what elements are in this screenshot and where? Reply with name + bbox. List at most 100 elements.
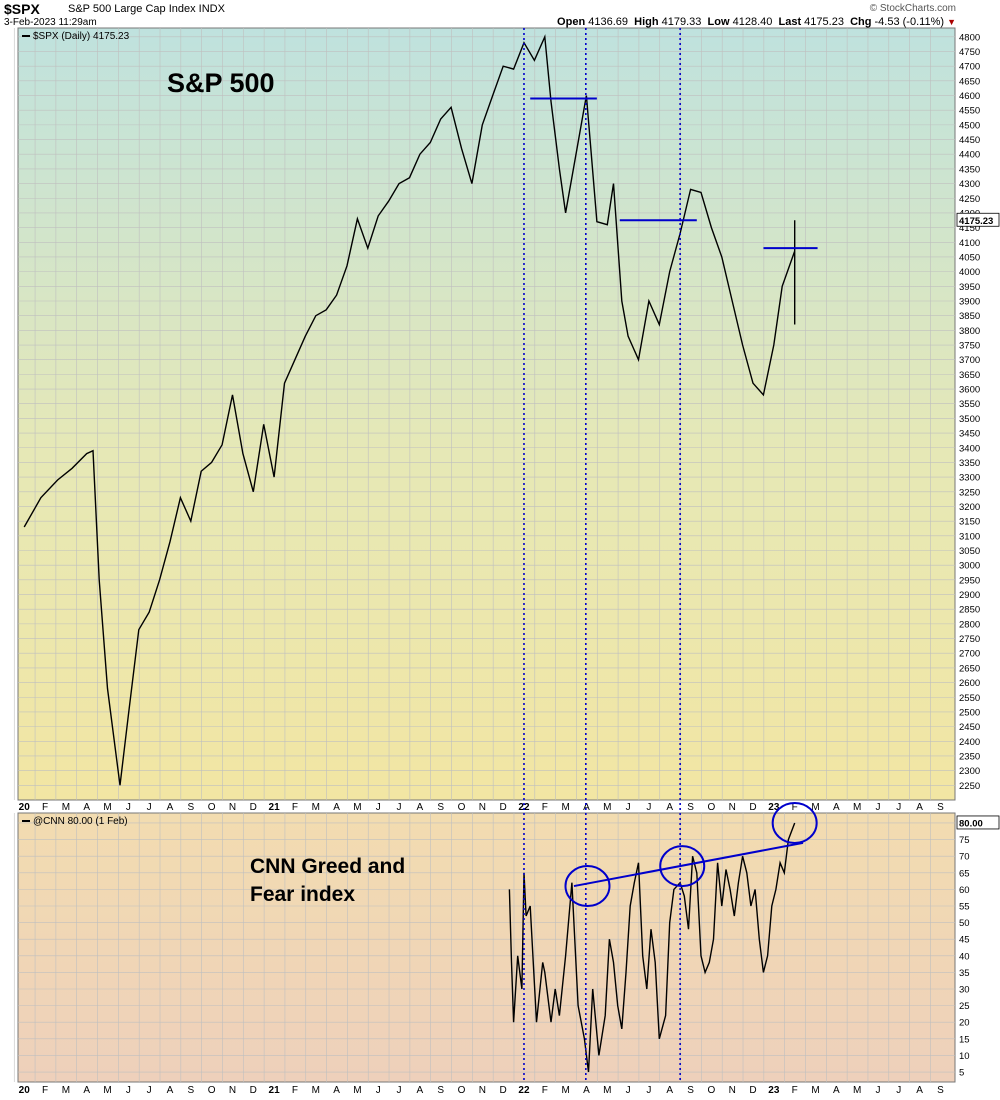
- x-tick-label: M: [561, 802, 569, 813]
- x-tick-label: O: [208, 802, 216, 813]
- highlight-circle: [564, 865, 611, 908]
- x-tick-label: 21: [269, 802, 281, 813]
- series-line: [508, 822, 796, 1073]
- y-tick-label: 2450: [959, 722, 980, 733]
- symbol-name: S&P 500 Large Cap Index INDX: [68, 3, 225, 15]
- down-arrow-icon: ▼: [947, 17, 956, 27]
- y-tick-label: 3000: [959, 561, 980, 572]
- y-tick-label: 3450: [959, 429, 980, 440]
- x-tick-label: F: [542, 1085, 548, 1096]
- x-tick-label: A: [833, 802, 840, 813]
- x-tick-label: A: [583, 802, 590, 813]
- y-tick-label: 45: [959, 935, 970, 946]
- x-tick-label: S: [687, 802, 694, 813]
- last-value: 4175.23: [804, 16, 844, 28]
- y-tick-label: 4550: [959, 106, 980, 117]
- x-tick-label: F: [42, 1085, 48, 1096]
- x-tick-label: M: [62, 802, 70, 813]
- y-tick-label: 2600: [959, 678, 980, 689]
- y-tick-label: 15: [959, 1034, 970, 1045]
- last-value-badge: [956, 212, 1000, 227]
- y-tick-label: 50: [959, 918, 970, 929]
- y-tick-label: 4650: [959, 76, 980, 87]
- x-tick-label: J: [626, 1085, 631, 1096]
- y-tick-label: 2950: [959, 575, 980, 586]
- x-tick-label: S: [937, 802, 944, 813]
- y-tick-label: 3600: [959, 385, 980, 396]
- x-tick-label: A: [333, 802, 340, 813]
- x-tick-label: M: [312, 1085, 320, 1096]
- y-tick-label: 4400: [959, 150, 980, 161]
- x-tick-label: 21: [269, 1085, 281, 1096]
- x-tick-label: S: [687, 1085, 694, 1096]
- x-tick-label: J: [376, 802, 381, 813]
- brand-label: © StockCharts.com: [869, 3, 956, 14]
- x-tick-label: D: [500, 802, 507, 813]
- y-tick-label: 2350: [959, 751, 980, 762]
- x-tick-label: A: [916, 1085, 923, 1096]
- x-tick-label: F: [792, 1085, 798, 1096]
- x-tick-label: M: [811, 802, 819, 813]
- y-tick-label: 3300: [959, 473, 980, 484]
- x-tick-label: M: [62, 1085, 70, 1096]
- y-tick-label: 3750: [959, 341, 980, 352]
- x-tick-label: F: [42, 802, 48, 813]
- x-tick-label: M: [603, 802, 611, 813]
- last-value-badge: [956, 815, 1000, 830]
- x-tick-label: O: [707, 1085, 715, 1096]
- y-tick-label: 30: [959, 985, 970, 996]
- y-tick-label: 3900: [959, 296, 980, 307]
- low-value: 4128.40: [732, 16, 773, 28]
- y-tick-label: 4600: [959, 91, 980, 102]
- x-tick-label: M: [312, 802, 320, 813]
- x-tick-label: A: [916, 802, 923, 813]
- chart-header: $SPX S&P 500 Large Cap Index INDX 3-Feb-…: [0, 0, 1000, 28]
- x-tick-label: J: [626, 802, 631, 813]
- y-tick-label: 3100: [959, 531, 980, 542]
- x-tick-label: J: [646, 802, 651, 813]
- x-tick-label: A: [417, 802, 424, 813]
- x-tick-label: J: [147, 1085, 152, 1096]
- y-tick-label: 35: [959, 968, 970, 979]
- x-tick-label: O: [707, 802, 715, 813]
- x-tick-label: A: [583, 1085, 590, 1096]
- legend-label: $SPX (Daily) 4175.23: [33, 31, 130, 42]
- x-tick-label: J: [646, 1085, 651, 1096]
- y-tick-label: 60: [959, 885, 970, 896]
- y-tick-label: 4700: [959, 62, 980, 73]
- open-value: 4136.69: [588, 16, 628, 28]
- x-tick-label: S: [937, 1085, 944, 1096]
- x-tick-label: M: [603, 1085, 611, 1096]
- x-tick-label: 23: [768, 1085, 780, 1096]
- y-tick-label: 2700: [959, 649, 980, 660]
- x-tick-label: A: [417, 1085, 424, 1096]
- plot-area: [17, 812, 956, 1083]
- x-tick-label: A: [666, 802, 673, 813]
- y-tick-label: 75: [959, 835, 970, 846]
- y-tick-label: 4800: [959, 32, 980, 43]
- x-tick-label: M: [811, 1085, 819, 1096]
- chg-value: -4.53 (-0.11%): [874, 16, 945, 28]
- cnn-panel: 510152025303540455055606570758020FMAMJJA…: [13, 801, 1000, 1096]
- highlight-circle: [659, 845, 706, 888]
- y-tick-label: 2650: [959, 663, 980, 674]
- y-tick-label: 2400: [959, 737, 980, 748]
- x-tick-label: S: [437, 802, 444, 813]
- y-tick-label: 2500: [959, 707, 980, 718]
- x-tick-label: F: [542, 802, 548, 813]
- x-tick-label: N: [479, 1085, 486, 1096]
- last-value-label: 4175.23: [959, 216, 993, 227]
- symbol-label: $SPX: [4, 1, 40, 17]
- highlight-circle: [771, 801, 818, 844]
- y-tick-label: 3350: [959, 458, 980, 469]
- x-tick-label: J: [397, 1085, 402, 1096]
- x-tick-label: N: [479, 802, 486, 813]
- y-tick-label: 4050: [959, 252, 980, 263]
- y-tick-label: 55: [959, 901, 970, 912]
- x-tick-label: J: [376, 1085, 381, 1096]
- y-tick-label: 3950: [959, 282, 980, 293]
- high-value: 4179.33: [661, 16, 702, 28]
- x-tick-label: J: [896, 1085, 901, 1096]
- x-tick-label: M: [103, 1085, 111, 1096]
- x-tick-label: S: [187, 1085, 194, 1096]
